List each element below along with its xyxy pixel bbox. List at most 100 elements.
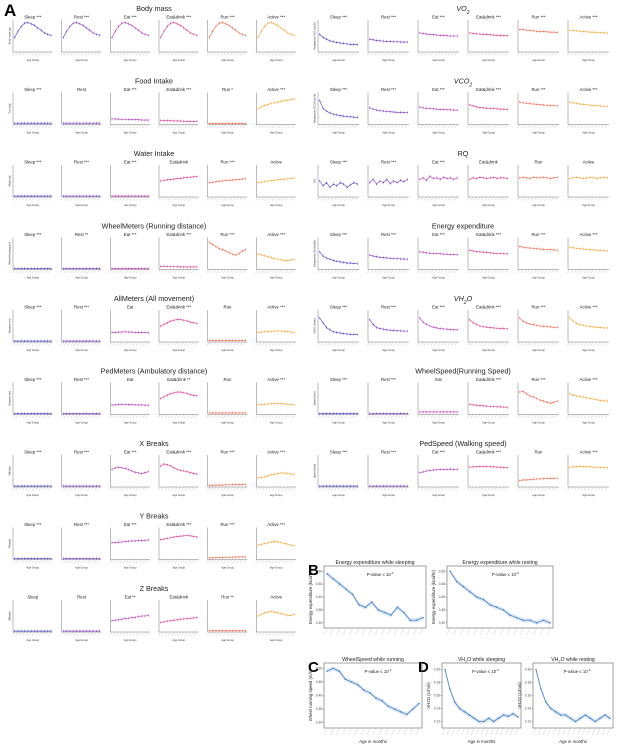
data-point <box>127 540 130 542</box>
data-point <box>403 611 405 614</box>
data-point <box>549 402 552 404</box>
data-point <box>144 267 146 270</box>
x-tick <box>419 627 424 636</box>
x-tick <box>171 414 174 419</box>
data-point <box>27 267 29 270</box>
data-point <box>99 340 101 342</box>
x-tick <box>384 51 387 56</box>
x-tick <box>243 269 246 274</box>
data-point <box>114 30 116 32</box>
x-tick <box>542 727 547 736</box>
x-tick <box>216 196 220 201</box>
data-point <box>124 331 126 333</box>
x-tick <box>373 196 377 201</box>
x-tick <box>423 124 427 129</box>
x-tick <box>233 414 236 419</box>
x-tick <box>490 727 494 736</box>
data-point <box>603 250 605 252</box>
x-tick <box>501 51 504 56</box>
data-point <box>33 122 36 124</box>
data-point <box>579 177 581 179</box>
x-tick <box>370 51 374 56</box>
data-point <box>606 32 608 34</box>
x-tick <box>158 51 161 56</box>
x-tick <box>317 51 320 56</box>
x-tick <box>161 559 165 564</box>
x-tick <box>291 559 295 564</box>
data-point <box>283 472 285 474</box>
data-point <box>346 43 348 45</box>
data-point <box>270 541 272 543</box>
data-point <box>332 412 334 415</box>
x-tick <box>35 269 38 274</box>
x-tick <box>181 414 184 419</box>
x-tick <box>604 124 608 129</box>
x-tick <box>158 196 161 201</box>
x-tick <box>97 341 100 346</box>
x-tick <box>587 269 591 274</box>
data-point <box>245 630 247 632</box>
x-tick <box>288 486 292 491</box>
data-point <box>166 394 168 396</box>
data-point <box>225 122 227 125</box>
data-point <box>118 267 120 270</box>
x-tick <box>430 269 434 274</box>
x-tick <box>233 559 236 564</box>
data-point <box>186 120 188 122</box>
data-point <box>339 412 341 415</box>
x-tick <box>265 269 269 274</box>
x-tick <box>437 414 441 419</box>
data-point <box>339 485 341 487</box>
x-tick <box>125 124 129 129</box>
data-point <box>144 472 146 474</box>
data-point <box>469 319 471 321</box>
x-tick <box>12 414 15 419</box>
x-tick <box>604 269 608 274</box>
data-point <box>379 110 381 112</box>
x-tick <box>38 414 42 419</box>
p-value: P-value ≤ 10-3 <box>472 668 499 674</box>
data-point <box>241 122 243 125</box>
x-tick <box>591 341 594 346</box>
x-tick <box>226 124 230 129</box>
data-point <box>546 104 548 106</box>
data-point <box>322 107 324 110</box>
x-tick <box>139 196 142 201</box>
data-point <box>449 328 452 331</box>
data-point <box>543 325 545 327</box>
data-point <box>439 178 441 180</box>
data-point <box>89 485 91 487</box>
data-point <box>486 405 488 407</box>
x-tick <box>504 196 508 201</box>
y-tick-label: 0.16 <box>525 694 531 698</box>
data-point <box>456 109 458 111</box>
data-point <box>496 252 498 255</box>
data-point <box>27 557 29 560</box>
data-point <box>37 557 39 560</box>
x-axis-label: Age Group <box>75 203 88 207</box>
data-point <box>85 195 88 197</box>
x-tick <box>473 627 477 636</box>
series-line <box>519 391 558 404</box>
data-point <box>349 116 352 118</box>
x-tick <box>25 486 28 491</box>
data-point <box>228 484 230 486</box>
x-tick <box>591 124 594 129</box>
data-point <box>137 404 139 406</box>
data-point <box>486 465 488 468</box>
x-tick <box>213 414 217 419</box>
data-point <box>273 330 276 332</box>
x-tick <box>343 627 347 636</box>
x-tick <box>226 269 230 274</box>
x-tick <box>341 414 344 419</box>
x-tick <box>329 727 334 736</box>
data-point <box>539 325 541 327</box>
x-axis-label: Age Group <box>270 566 283 570</box>
x-axis-label: Age Group <box>173 58 186 62</box>
data-point <box>496 177 498 179</box>
x-tick <box>447 196 451 201</box>
